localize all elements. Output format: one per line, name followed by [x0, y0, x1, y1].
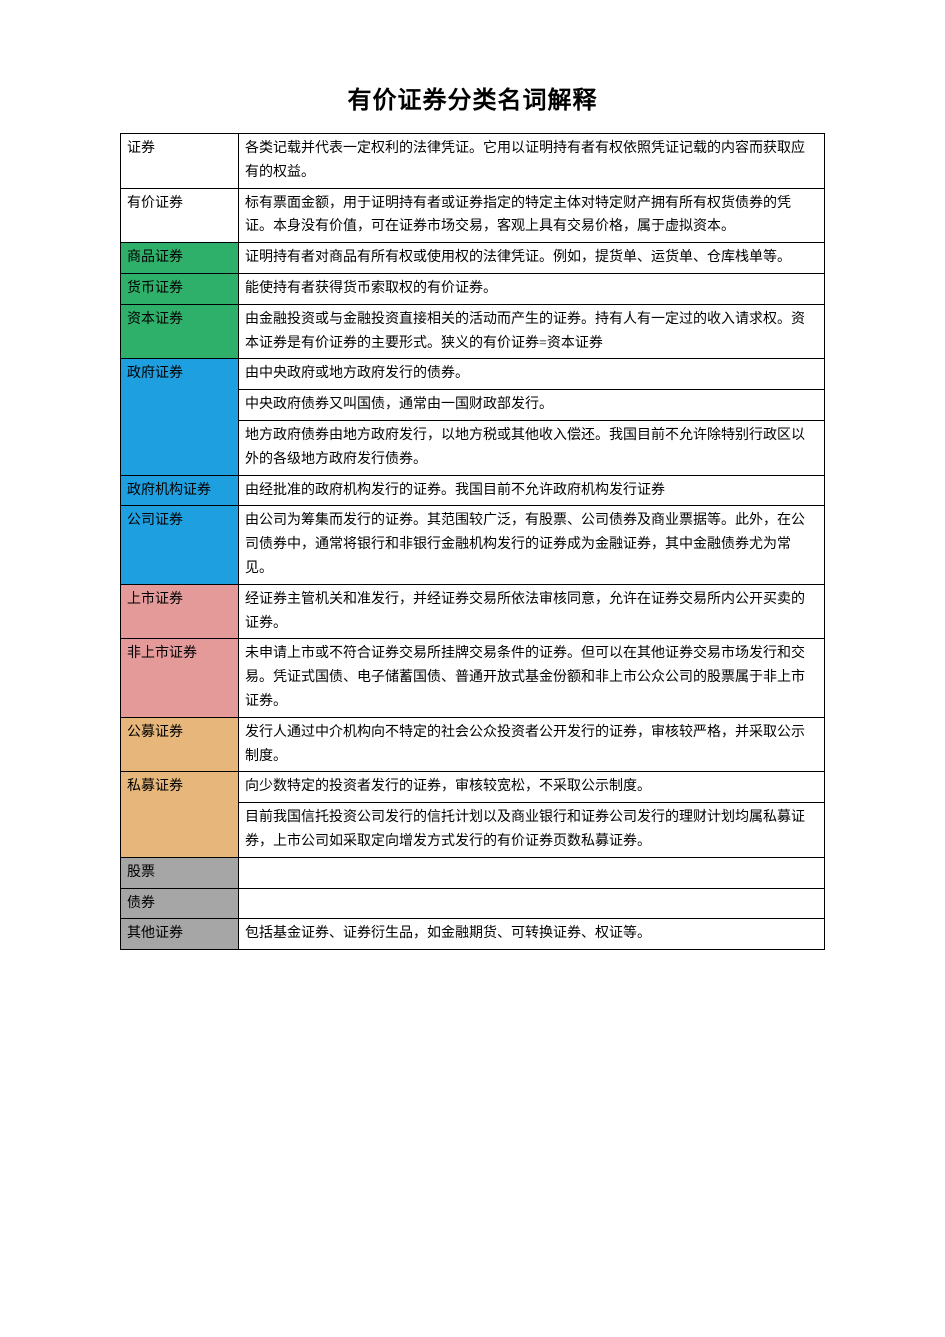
definition-cell: 由经批准的政府机构发行的证券。我国目前不允许政府机构发行证券: [239, 475, 825, 506]
table-row: 私募证券向少数特定的投资者发行的证券，审核较宽松，不采取公示制度。: [121, 772, 825, 803]
term-cell: 债券: [121, 888, 239, 919]
definition-cell: 经证券主管机关和准发行，并经证券交易所依法审核同意，允许在证券交易所内公开买卖的…: [239, 584, 825, 639]
term-cell: 公司证券: [121, 506, 239, 584]
term-cell: 货币证券: [121, 273, 239, 304]
table-row: 资本证券由金融投资或与金融投资直接相关的活动而产生的证券。持有人有一定过的收入请…: [121, 304, 825, 359]
definition-cell: [239, 857, 825, 888]
document-title: 有价证券分类名词解释: [120, 80, 825, 115]
table-row: 公司证券由公司为筹集而发行的证券。其范围较广泛，有股票、公司债券及商业票据等。此…: [121, 506, 825, 584]
table-row: 政府机构证券由经批准的政府机构发行的证券。我国目前不允许政府机构发行证券: [121, 475, 825, 506]
table-row: 货币证券能使持有者获得货币索取权的有价证券。: [121, 273, 825, 304]
term-cell: 政府证券: [121, 359, 239, 475]
term-cell: 资本证券: [121, 304, 239, 359]
definition-cell: 能使持有者获得货币索取权的有价证券。: [239, 273, 825, 304]
table-row: 证券各类记载并代表一定权利的法律凭证。它用以证明持有者有权依照凭证记载的内容而获…: [121, 134, 825, 189]
table-row: 上市证券经证券主管机关和准发行，并经证券交易所依法审核同意，允许在证券交易所内公…: [121, 584, 825, 639]
table-row: 债券: [121, 888, 825, 919]
table-row: 股票: [121, 857, 825, 888]
definition-cell: 地方政府债券由地方政府发行，以地方税或其他收入偿还。我国目前不允许除特别行政区以…: [239, 420, 825, 475]
term-cell: 证券: [121, 134, 239, 189]
definition-cell: 发行人通过中介机构向不特定的社会公众投资者公开发行的证券，审核较严格，并采取公示…: [239, 717, 825, 772]
definition-cell: [239, 888, 825, 919]
term-cell: 上市证券: [121, 584, 239, 639]
term-cell: 其他证券: [121, 919, 239, 950]
term-cell: 商品证券: [121, 243, 239, 274]
definition-cell: 由公司为筹集而发行的证券。其范围较广泛，有股票、公司债券及商业票据等。此外，在公…: [239, 506, 825, 584]
table-row: 有价证券标有票面金额，用于证明持有者或证券指定的特定主体对特定财产拥有所有权货债…: [121, 188, 825, 243]
definition-cell: 由金融投资或与金融投资直接相关的活动而产生的证券。持有人有一定过的收入请求权。资…: [239, 304, 825, 359]
definition-cell: 标有票面金额，用于证明持有者或证券指定的特定主体对特定财产拥有所有权货债券的凭证…: [239, 188, 825, 243]
table-row: 政府证券由中央政府或地方政府发行的债券。: [121, 359, 825, 390]
definition-cell: 证明持有者对商品有所有权或使用权的法律凭证。例如，提货单、运货单、仓库栈单等。: [239, 243, 825, 274]
definition-cell: 包括基金证券、证券衍生品，如金融期货、可转换证券、权证等。: [239, 919, 825, 950]
table-row: 商品证券证明持有者对商品有所有权或使用权的法律凭证。例如，提货单、运货单、仓库栈…: [121, 243, 825, 274]
table-row: 公募证券发行人通过中介机构向不特定的社会公众投资者公开发行的证券，审核较严格，并…: [121, 717, 825, 772]
definition-cell: 目前我国信托投资公司发行的信托计划以及商业银行和证券公司发行的理财计划均属私募证…: [239, 803, 825, 858]
definition-cell: 各类记载并代表一定权利的法律凭证。它用以证明持有者有权依照凭证记载的内容而获取应…: [239, 134, 825, 189]
glossary-table: 证券各类记载并代表一定权利的法律凭证。它用以证明持有者有权依照凭证记载的内容而获…: [120, 133, 825, 950]
term-cell: 非上市证券: [121, 639, 239, 717]
definition-cell: 由中央政府或地方政府发行的债券。: [239, 359, 825, 390]
table-row: 非上市证券未申请上市或不符合证券交易所挂牌交易条件的证券。但可以在其他证券交易市…: [121, 639, 825, 717]
table-row: 其他证券包括基金证券、证券衍生品，如金融期货、可转换证券、权证等。: [121, 919, 825, 950]
term-cell: 股票: [121, 857, 239, 888]
term-cell: 私募证券: [121, 772, 239, 857]
term-cell: 有价证券: [121, 188, 239, 243]
definition-cell: 向少数特定的投资者发行的证券，审核较宽松，不采取公示制度。: [239, 772, 825, 803]
term-cell: 政府机构证券: [121, 475, 239, 506]
definition-cell: 中央政府债券又叫国债，通常由一国财政部发行。: [239, 390, 825, 421]
definition-cell: 未申请上市或不符合证券交易所挂牌交易条件的证券。但可以在其他证券交易市场发行和交…: [239, 639, 825, 717]
term-cell: 公募证券: [121, 717, 239, 772]
